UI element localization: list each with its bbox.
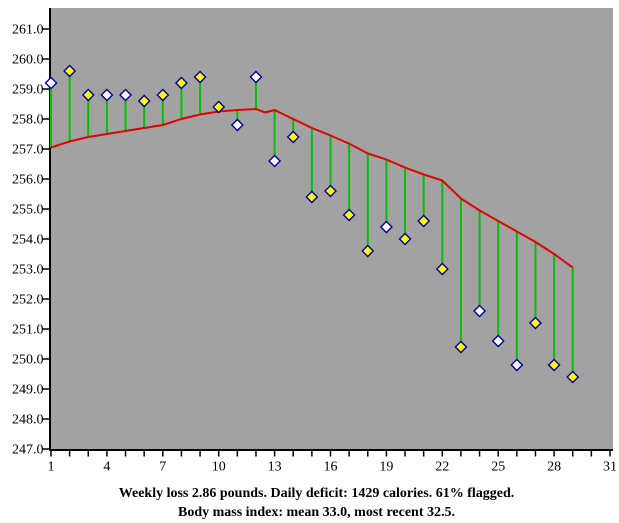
weight-marker-unflagged bbox=[100, 88, 114, 102]
y-axis-label: 248.0 bbox=[12, 413, 44, 428]
y-axis-label: 259.0 bbox=[12, 83, 44, 98]
weight-marker-unflagged bbox=[44, 76, 58, 90]
chart-canvas: 261.0 260.0 259.0 258.0 257.0 256.0 255.0 254.0… bbox=[12, 8, 617, 475]
weight-marker-unflagged bbox=[473, 304, 487, 318]
weight-marker-unflagged bbox=[491, 334, 505, 348]
y-axis-label: 254.0 bbox=[12, 233, 44, 248]
x-axis-label: 19 bbox=[379, 460, 393, 475]
weight-marker-flagged bbox=[174, 76, 188, 90]
caption-line-2: Body mass index: mean 33.0, most recent … bbox=[177, 505, 455, 520]
y-axis-label: 260.0 bbox=[12, 53, 44, 68]
x-axis-label: 4 bbox=[103, 460, 110, 475]
weight-marker-flagged bbox=[398, 232, 412, 246]
y-axis-label: 253.0 bbox=[12, 263, 44, 278]
y-axis-label: 256.0 bbox=[12, 173, 44, 188]
weight-marker-unflagged bbox=[230, 118, 244, 132]
chart-caption: Weekly loss 2.86 pounds. Daily deficit: … bbox=[0, 484, 619, 522]
y-axis-label: 261.0 bbox=[12, 23, 44, 38]
weight-marker-flagged bbox=[324, 184, 337, 198]
x-axis-label: 1 bbox=[48, 460, 55, 475]
y-axis-label: 250.0 bbox=[12, 353, 44, 368]
weight-marker-unflagged bbox=[249, 70, 263, 84]
weight-marker-flagged bbox=[435, 262, 449, 276]
x-axis-label: 22 bbox=[435, 460, 449, 475]
trend-line bbox=[50, 108, 574, 269]
weight-marker-flagged bbox=[193, 70, 207, 84]
x-axis-label: 25 bbox=[491, 460, 505, 475]
y-axis-label: 258.0 bbox=[12, 113, 44, 128]
weight-marker-flagged bbox=[547, 358, 561, 372]
weight-marker-flagged bbox=[305, 190, 319, 204]
x-axis-label: 13 bbox=[268, 460, 282, 475]
y-axis-label: 249.0 bbox=[12, 383, 44, 398]
weight-marker-flagged bbox=[417, 214, 431, 228]
y-axis-label: 247.0 bbox=[12, 443, 44, 458]
weight-marker-unflagged bbox=[268, 154, 282, 168]
caption-line-1: Weekly loss 2.86 pounds. Daily deficit: … bbox=[118, 486, 515, 501]
plot-area bbox=[49, 8, 613, 450]
weight-marker-flagged bbox=[137, 94, 151, 108]
weight-marker-unflagged bbox=[510, 358, 524, 372]
y-axis-label: 252.0 bbox=[12, 293, 44, 308]
weight-marker-flagged bbox=[454, 340, 468, 354]
x-axis-label: 7 bbox=[159, 460, 166, 475]
weight-marker-flagged bbox=[212, 100, 226, 114]
weight-marker-flagged bbox=[342, 208, 356, 222]
x-axis-label: 31 bbox=[603, 460, 617, 475]
y-axis-label: 251.0 bbox=[12, 323, 44, 338]
weight-marker-flagged bbox=[566, 370, 580, 384]
x-axis-label: 16 bbox=[323, 460, 337, 475]
y-axis-label: 255.0 bbox=[12, 203, 44, 218]
weight-marker-flagged bbox=[81, 88, 95, 102]
y-axis-label: 257.0 bbox=[12, 143, 44, 158]
weight-marker-flagged bbox=[286, 130, 300, 144]
weight-marker-flagged bbox=[156, 88, 170, 102]
weight-marker-flagged bbox=[528, 316, 542, 330]
weight-marker-unflagged bbox=[379, 220, 393, 234]
weight-marker-unflagged bbox=[119, 88, 133, 102]
weight-marker-flagged bbox=[63, 64, 77, 78]
weight-marker-flagged bbox=[361, 244, 375, 258]
x-axis-label: 10 bbox=[212, 460, 226, 475]
x-axis-label: 28 bbox=[547, 460, 561, 475]
